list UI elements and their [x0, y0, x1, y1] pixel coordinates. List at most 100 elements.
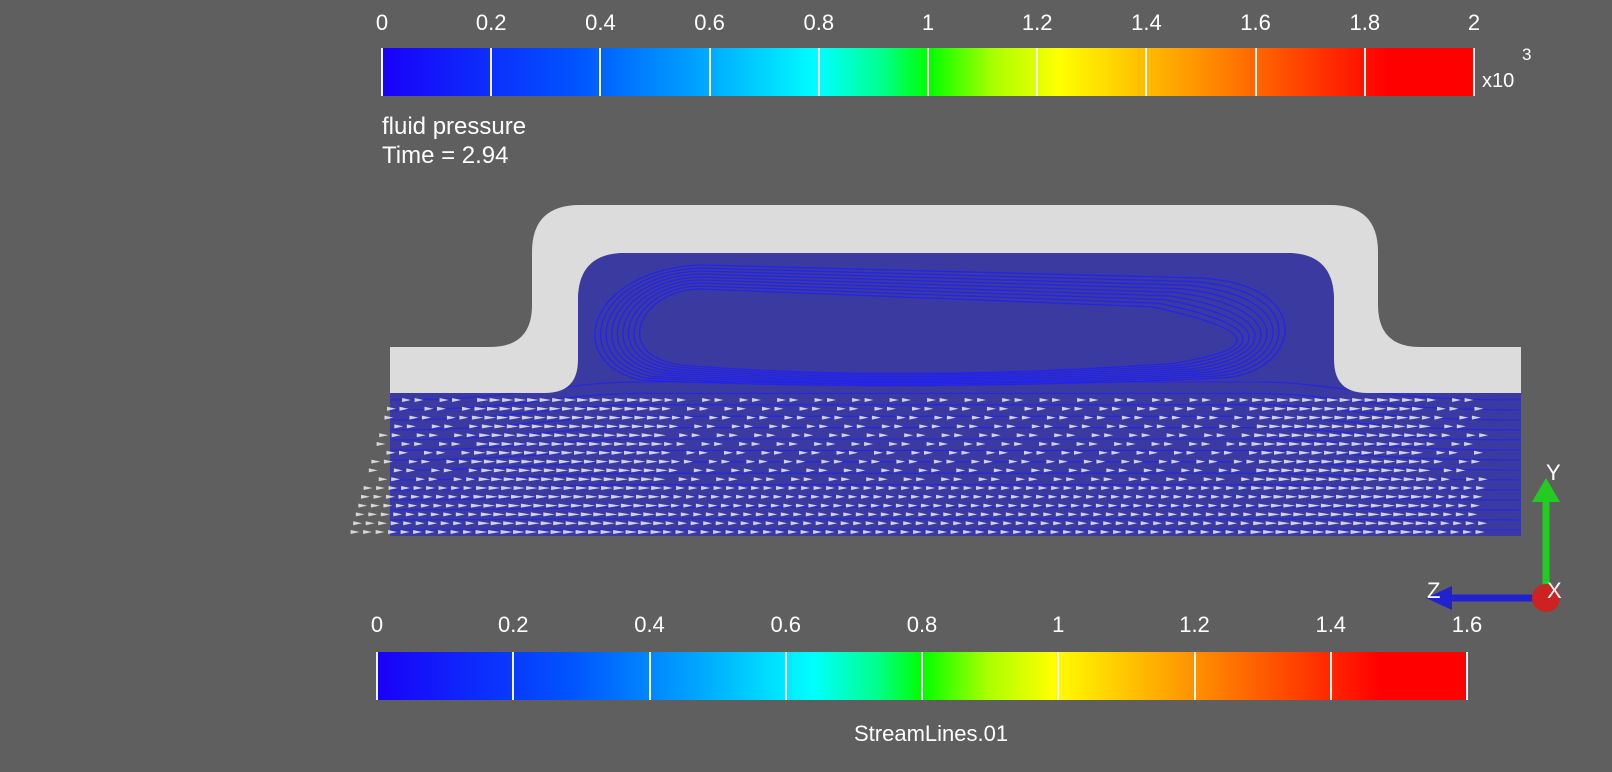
legend-tick-label: 0.6	[694, 10, 725, 35]
velocity-glyph	[926, 486, 936, 490]
velocity-glyph	[523, 494, 536, 499]
velocity-glyph	[813, 530, 823, 534]
velocity-glyph	[403, 521, 413, 526]
velocity-glyph	[736, 494, 745, 499]
velocity-glyph	[486, 450, 499, 455]
velocity-glyph	[612, 406, 624, 411]
velocity-glyph	[376, 486, 386, 490]
velocity-glyph	[450, 530, 460, 534]
velocity-glyph	[925, 530, 935, 534]
velocity-glyph	[554, 433, 566, 438]
velocity-glyph	[686, 450, 696, 455]
velocity-glyph	[516, 477, 528, 482]
velocity-glyph	[908, 459, 918, 464]
velocity-glyph	[1029, 433, 1039, 438]
velocity-glyph	[1127, 398, 1137, 402]
velocity-glyph	[1337, 406, 1349, 411]
velocity-glyph	[398, 494, 408, 499]
velocity-glyph	[1036, 450, 1046, 455]
velocity-glyph	[1319, 424, 1331, 429]
velocity-glyph	[1426, 442, 1436, 446]
velocity-glyph	[1391, 433, 1404, 438]
velocity-glyph	[1324, 450, 1336, 455]
velocity-glyph	[953, 477, 963, 482]
top-legend-title: fluid pressure	[382, 113, 527, 140]
velocity-glyph	[431, 424, 441, 429]
velocity-glyph	[883, 503, 893, 508]
velocity-glyph	[1171, 415, 1181, 420]
velocity-glyph	[858, 459, 868, 464]
velocity-glyph	[571, 459, 584, 464]
legend-tick-mark	[1145, 48, 1148, 96]
velocity-glyph	[1262, 406, 1274, 411]
velocity-glyph	[561, 494, 573, 499]
velocity-glyph	[1265, 521, 1278, 526]
velocity-glyph	[613, 486, 626, 490]
velocity-glyph	[481, 468, 493, 473]
velocity-glyph	[1413, 486, 1426, 490]
velocity-glyph	[949, 406, 959, 411]
velocity-glyph	[551, 486, 563, 490]
velocity-glyph	[852, 398, 862, 402]
velocity-glyph	[836, 494, 845, 499]
velocity-glyph	[599, 450, 611, 455]
velocity-glyph	[964, 442, 974, 446]
velocity-glyph	[968, 512, 978, 517]
velocity-glyph	[939, 398, 949, 402]
velocity-glyph	[391, 477, 401, 482]
velocity-glyph	[1241, 433, 1251, 438]
velocity-glyph	[558, 503, 571, 508]
velocity-glyph	[856, 424, 866, 429]
velocity-glyph	[1098, 494, 1108, 499]
velocity-glyph	[1268, 468, 1281, 473]
velocity-glyph	[1149, 406, 1159, 411]
velocity-glyph	[761, 494, 770, 499]
velocity-glyph	[814, 442, 824, 446]
velocity-glyph	[946, 415, 956, 420]
velocity-glyph	[1305, 512, 1318, 517]
velocity-glyph	[1399, 450, 1411, 455]
velocity-glyph	[1166, 477, 1176, 482]
velocity-glyph	[753, 521, 763, 526]
velocity-glyph	[638, 486, 651, 490]
velocity-glyph	[588, 530, 600, 534]
velocity-glyph	[1150, 530, 1160, 534]
velocity-glyph	[814, 398, 824, 402]
velocity-glyph	[656, 468, 668, 473]
velocity-glyph	[866, 477, 876, 482]
velocity-glyph	[1219, 424, 1229, 429]
velocity-glyph	[1348, 494, 1361, 499]
velocity-glyph	[636, 450, 649, 455]
velocity-glyph	[773, 494, 783, 499]
velocity-glyph	[761, 450, 771, 455]
velocity-glyph	[826, 486, 836, 490]
velocity-glyph	[525, 530, 538, 534]
velocity-glyph	[915, 521, 925, 526]
velocity-glyph	[594, 424, 606, 429]
velocity-glyph	[1266, 477, 1278, 482]
velocity-glyph	[868, 512, 878, 517]
velocity-glyph	[939, 442, 949, 446]
velocity-glyph	[763, 530, 773, 534]
velocity-glyph	[1274, 450, 1286, 455]
velocity-glyph	[956, 468, 966, 473]
velocity-glyph	[606, 468, 618, 473]
velocity-glyph	[690, 521, 700, 526]
velocity-glyph	[380, 512, 390, 517]
velocity-glyph	[1046, 415, 1056, 420]
velocity-glyph	[1430, 512, 1440, 517]
velocity-glyph	[1089, 398, 1099, 402]
velocity-glyph	[368, 512, 378, 517]
velocity-glyph	[616, 477, 628, 482]
velocity-glyph	[1363, 530, 1375, 534]
velocity-glyph	[526, 442, 539, 446]
velocity-glyph	[1366, 477, 1378, 482]
velocity-glyph	[1453, 521, 1463, 526]
velocity-glyph	[1212, 406, 1221, 411]
velocity-glyph	[1353, 521, 1365, 526]
velocity-glyph	[1411, 450, 1424, 455]
velocity-glyph	[1201, 486, 1211, 490]
velocity-glyph	[713, 530, 723, 534]
velocity-glyph	[1301, 486, 1313, 490]
